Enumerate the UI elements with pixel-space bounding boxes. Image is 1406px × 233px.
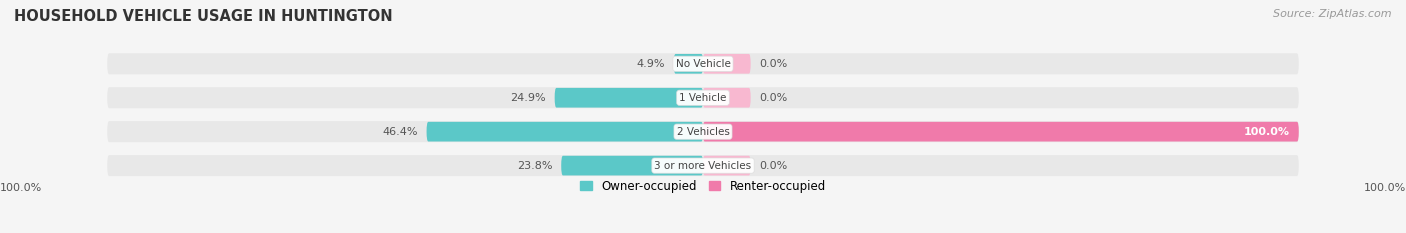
Text: 0.0%: 0.0%: [759, 161, 787, 171]
Text: HOUSEHOLD VEHICLE USAGE IN HUNTINGTON: HOUSEHOLD VEHICLE USAGE IN HUNTINGTON: [14, 9, 392, 24]
FancyBboxPatch shape: [703, 156, 751, 175]
Text: 100.0%: 100.0%: [1364, 183, 1406, 193]
Text: 100.0%: 100.0%: [0, 183, 42, 193]
FancyBboxPatch shape: [561, 156, 703, 175]
FancyBboxPatch shape: [107, 121, 1299, 142]
FancyBboxPatch shape: [673, 54, 703, 74]
Text: 1 Vehicle: 1 Vehicle: [679, 93, 727, 103]
FancyBboxPatch shape: [107, 87, 1299, 108]
Text: 2 Vehicles: 2 Vehicles: [676, 127, 730, 137]
Text: 46.4%: 46.4%: [382, 127, 418, 137]
Text: 0.0%: 0.0%: [759, 59, 787, 69]
FancyBboxPatch shape: [107, 53, 1299, 74]
FancyBboxPatch shape: [703, 122, 1299, 141]
Text: No Vehicle: No Vehicle: [675, 59, 731, 69]
Text: 4.9%: 4.9%: [637, 59, 665, 69]
Text: 0.0%: 0.0%: [759, 93, 787, 103]
Text: 23.8%: 23.8%: [517, 161, 553, 171]
Text: 100.0%: 100.0%: [1244, 127, 1289, 137]
FancyBboxPatch shape: [703, 88, 751, 108]
FancyBboxPatch shape: [107, 155, 1299, 176]
Text: Source: ZipAtlas.com: Source: ZipAtlas.com: [1274, 9, 1392, 19]
FancyBboxPatch shape: [703, 54, 751, 74]
Legend: Owner-occupied, Renter-occupied: Owner-occupied, Renter-occupied: [575, 175, 831, 198]
Text: 24.9%: 24.9%: [510, 93, 546, 103]
FancyBboxPatch shape: [426, 122, 703, 141]
Text: 3 or more Vehicles: 3 or more Vehicles: [654, 161, 752, 171]
FancyBboxPatch shape: [554, 88, 703, 108]
